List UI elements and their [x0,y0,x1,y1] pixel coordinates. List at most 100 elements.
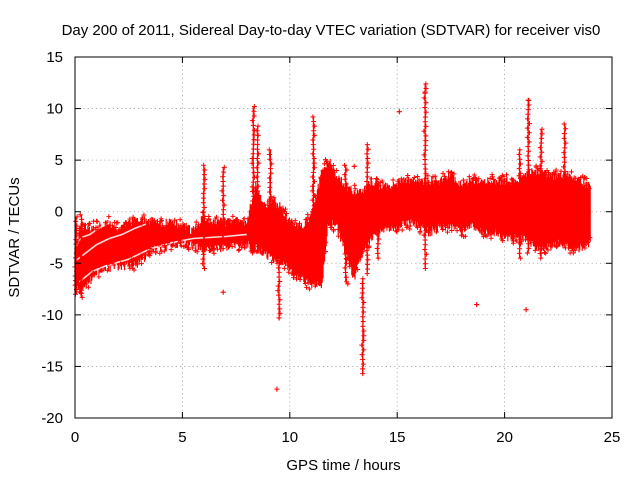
data-point [526,120,532,126]
data-point [275,283,281,289]
data-point [360,314,366,320]
data-point [178,243,184,249]
data-point [79,267,85,273]
data-point [87,221,92,226]
data-point [323,157,328,162]
data-point [255,169,261,175]
data-point [524,250,530,256]
data-point [466,174,472,180]
data-point [297,277,303,282]
data-point [526,222,532,228]
data-point [295,224,301,229]
outlier-point [474,301,480,308]
data-point [126,220,132,226]
data-point [347,188,352,194]
data-point [361,328,367,334]
data-point [571,178,576,184]
data-point [528,174,534,180]
data-point [393,228,399,234]
data-point [328,163,334,169]
data-point [311,128,317,134]
data-point [451,171,457,177]
data-point [517,213,523,219]
data-point [79,226,85,232]
data-point [271,195,277,201]
data-point [278,257,284,263]
data-point [310,183,316,189]
data-point [303,217,309,223]
data-point [421,152,427,158]
data-point [267,189,273,195]
data-point [364,238,370,244]
data-point [517,222,523,228]
outlier-point [345,281,351,287]
data-point [77,253,83,259]
data-point [561,150,567,156]
data-point [385,219,391,224]
data-point [359,281,365,287]
data-point [454,221,460,227]
data-point [395,178,401,184]
data-point [230,214,236,219]
data-point [506,231,511,237]
data-point [328,225,334,230]
data-point [241,223,247,229]
sdtvar-spike [342,162,350,285]
data-point [376,207,382,213]
data-point [291,221,297,227]
data-point [517,147,523,153]
data-point [537,168,543,174]
data-point [561,240,567,246]
data-point [310,225,316,231]
data-point [376,198,382,204]
data-point [417,228,423,234]
data-point [490,229,496,235]
data-point [562,192,568,198]
data-point [359,342,365,348]
data-point [78,290,84,296]
data-point [387,187,393,193]
data-point [364,197,370,203]
data-point [281,266,287,271]
data-point [375,217,381,223]
data-point [249,118,255,124]
data-point [518,241,524,247]
data-point [562,231,568,237]
data-point [250,198,256,204]
data-point [277,310,283,316]
data-point [542,244,548,250]
data-point [276,274,282,280]
data-point [517,236,523,242]
data-point [423,100,429,106]
data-point [268,241,274,247]
data-point [276,269,282,275]
data-point [376,236,382,242]
data-point [254,234,260,240]
data-point [526,139,532,145]
data-point [584,176,590,181]
data-point [159,218,165,224]
data-point [240,239,246,245]
data-point [208,243,214,249]
data-point [562,226,568,232]
data-point [251,245,257,251]
data-point [250,122,256,128]
data-point [397,223,403,229]
data-point [462,227,468,233]
data-point [374,177,380,182]
data-point [79,221,85,227]
data-point [251,217,257,223]
data-point [250,151,256,157]
data-point [267,227,273,233]
data-point [267,180,273,186]
data-point [310,239,316,245]
data-point [333,220,338,226]
sdtvar-edge-markers [73,157,593,296]
data-point [365,243,371,249]
data-point [423,175,429,181]
data-point [355,267,361,272]
data-point [364,151,370,157]
data-point [192,248,198,254]
data-point [255,183,261,189]
data-point [302,281,308,286]
